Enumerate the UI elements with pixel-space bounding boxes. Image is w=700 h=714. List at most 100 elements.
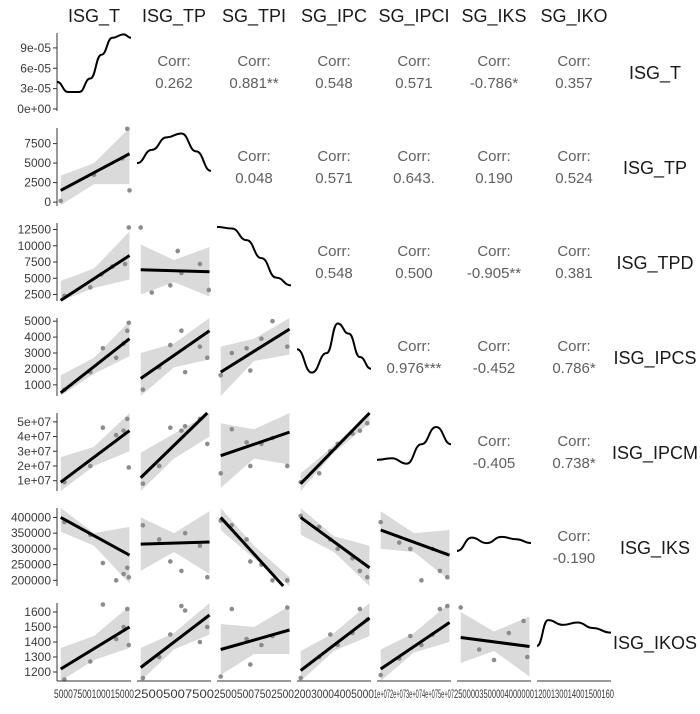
data-point: [156, 463, 162, 469]
corr-label: Corr:: [557, 53, 590, 70]
data-point: [140, 387, 146, 392]
scatter-panel-4-1: [139, 411, 210, 491]
data-point: [121, 428, 126, 433]
x-tick-label-3: 20030004005000: [294, 687, 374, 701]
data-point: [179, 603, 184, 609]
confidence-band: [60, 606, 130, 681]
corr-value: 0.357: [555, 75, 593, 92]
scatter-panel-3-2: [218, 318, 291, 396]
scatter-panel-6-5: [458, 605, 530, 677]
row-label-4: ISG_IPCM: [612, 443, 698, 464]
fit-line: [380, 528, 451, 557]
y-tick-label: 1500: [24, 620, 51, 634]
corr-cell-3-5: Corr: -0.452: [473, 338, 516, 377]
y-tick-label: 250000: [11, 558, 51, 572]
data-point: [197, 344, 203, 349]
data-point: [521, 618, 526, 624]
data-point: [168, 632, 173, 637]
scatter-panel-6-3: [298, 603, 371, 681]
scatter-panel-5-2: [218, 508, 290, 588]
data-point: [197, 261, 203, 267]
data-point: [127, 188, 132, 193]
row-strip-labels: ISG_T ISG_TP ISG_TPD ISG_IPCS ISG_IPCM ISG_IK…: [612, 63, 698, 654]
data-point: [168, 559, 173, 564]
data-point: [197, 639, 203, 645]
scatter-panel-6-4: [378, 603, 451, 681]
row-label-5: ISG_IKS: [620, 538, 690, 559]
confidence-band: [220, 508, 290, 586]
data-point: [156, 537, 162, 542]
data-point: [140, 481, 146, 486]
corr-value: 0.571: [395, 75, 433, 92]
data-point: [122, 261, 128, 267]
scatter-panel-4-2: [218, 413, 291, 489]
y-tick-label: 5e+07: [17, 415, 51, 429]
fit-line: [299, 411, 371, 485]
density-curve-ISG_TP: [136, 132, 212, 172]
data-point: [113, 432, 119, 438]
corr-label: Corr:: [237, 148, 270, 165]
corr-value: -0.405: [473, 455, 516, 472]
scatter-panel-4-3: [298, 411, 371, 491]
data-point: [182, 369, 188, 375]
corr-value: 0.548: [315, 75, 353, 92]
data-point: [126, 320, 132, 326]
fit-line: [299, 516, 371, 569]
data-point: [365, 574, 370, 580]
data-point: [218, 373, 223, 378]
data-point: [259, 642, 264, 648]
data-point: [205, 355, 210, 361]
data-point: [126, 574, 132, 580]
data-point: [168, 342, 173, 348]
corr-value: 0.500: [395, 265, 433, 282]
corr-label: Corr:: [477, 338, 510, 355]
panel-grid: 9e-05 6e-05 3e-05 0e+00 7500 5000 2500 0 12500 10…: [11, 33, 612, 682]
data-point: [229, 350, 235, 356]
fit-line: [139, 411, 209, 479]
data-point: [182, 530, 188, 536]
corr-cell-5-6: Corr: -0.190: [553, 528, 596, 567]
corr-value: -0.452: [473, 360, 516, 377]
x-tick-label-2: 25005007502500: [214, 687, 294, 701]
data-point: [126, 465, 132, 470]
data-point: [125, 565, 130, 571]
data-point: [408, 546, 413, 552]
data-point: [88, 463, 93, 469]
column-label-1: ISG_TP: [142, 6, 206, 27]
fit-line: [140, 268, 210, 274]
column-label-0: ISG_T: [68, 6, 120, 27]
data-point: [437, 606, 443, 612]
x-tick-label-5: 2500003500004000000: [454, 687, 534, 701]
corr-value: 0.048: [235, 170, 273, 187]
corr-value: 0.571: [315, 170, 353, 187]
corr-label: Corr:: [557, 528, 590, 545]
data-point: [113, 636, 119, 642]
data-point: [525, 654, 530, 660]
scatter-panel-2-1: [138, 225, 212, 297]
data-point: [88, 659, 93, 664]
y-tick-label: 2500: [24, 176, 51, 190]
y-axis-row-0: 9e-05 6e-05 3e-05 0e+00: [17, 33, 58, 116]
fit-line: [59, 337, 131, 394]
data-point: [168, 283, 173, 288]
data-point: [491, 657, 497, 663]
corr-cell-0-2: Corr: 0.881**: [229, 53, 278, 92]
data-point: [126, 642, 132, 648]
density-curve-ISG_IPCS: [296, 322, 372, 374]
confidence-band: [60, 231, 130, 301]
data-point: [285, 578, 290, 583]
corr-cell-0-5: Corr: -0.786*: [470, 53, 519, 92]
data-point: [248, 368, 253, 373]
x-tick-label-1: 25005007500: [134, 687, 214, 701]
y-tick-label: 2500: [24, 288, 51, 302]
data-point: [408, 633, 413, 639]
data-point: [285, 344, 290, 349]
corr-value: 0.738*: [552, 455, 596, 472]
y-tick-label: 10000: [18, 239, 52, 253]
scatter-panel-6-0: [59, 602, 132, 682]
fit-line: [460, 636, 530, 648]
data-point: [445, 603, 450, 609]
fit-line: [220, 430, 291, 458]
y-axis-row-2: 12500 10000 7500 5000 2500: [18, 223, 58, 302]
